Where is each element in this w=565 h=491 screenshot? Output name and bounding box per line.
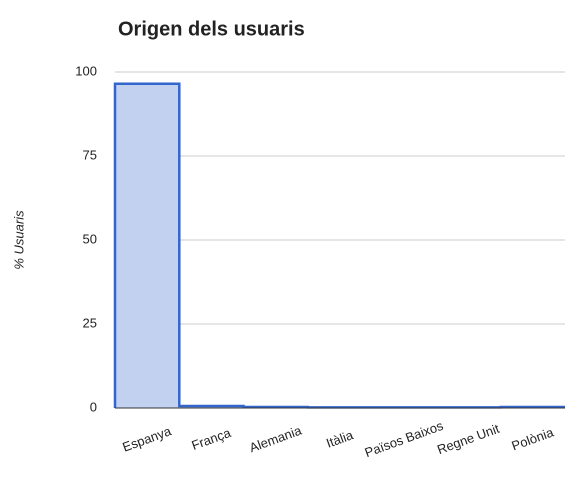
x-tick-label: Polònia (510, 424, 557, 453)
y-tick-label: 100 (75, 63, 97, 78)
y-tick-label: 25 (83, 315, 97, 330)
y-tick-label: 50 (83, 231, 97, 246)
y-axis-label: % Usuaris (11, 210, 26, 270)
x-tick-label: Alemania (247, 422, 304, 455)
x-tick-label: França (189, 425, 233, 453)
y-tick-label: 75 (83, 147, 97, 162)
x-tick-label: Països Baixos (363, 418, 446, 460)
area-step (115, 83, 180, 408)
x-tick-label: Regne Unit (435, 421, 502, 457)
y-tick-label: 0 (90, 399, 97, 414)
x-tick-label: Espanya (120, 423, 173, 455)
area-outline (113, 82, 565, 409)
chart-title: Origen dels usuaris (118, 18, 305, 40)
x-tick-label: Itàlia (324, 427, 356, 451)
